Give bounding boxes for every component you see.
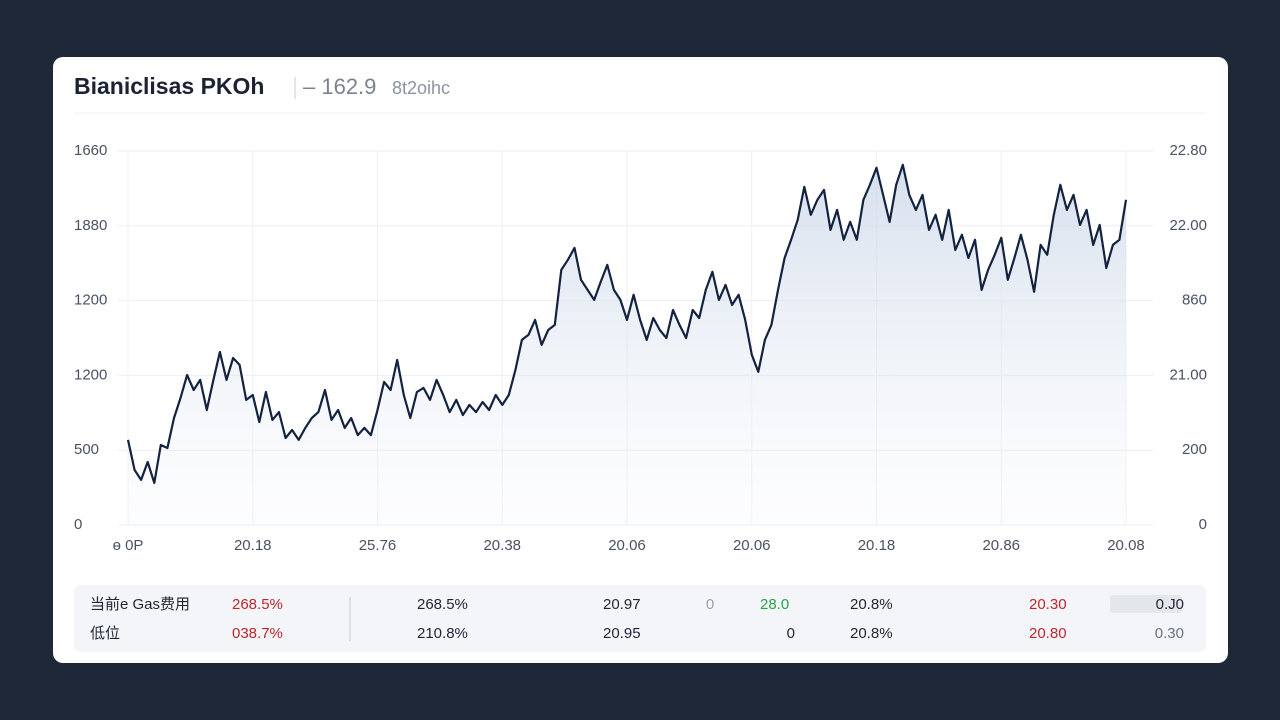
table-cell: 低位 xyxy=(90,625,120,642)
x-tick-label: 20.06 xyxy=(733,537,771,554)
x-tick-label: 20.38 xyxy=(483,537,521,554)
table-cell: 0.J0 xyxy=(1156,596,1184,613)
table-cell: 0 xyxy=(787,625,795,642)
table-cell: 20.80 xyxy=(1029,625,1067,642)
y2-tick-label: 22.80 xyxy=(1169,142,1207,159)
y-tick-label: 1660 xyxy=(74,142,107,159)
table-cell: 038.7% xyxy=(232,625,283,642)
x-tick-label: 20.06 xyxy=(608,537,646,554)
y-tick-label: 0 xyxy=(74,516,82,533)
title: Bianiclisas PKOh xyxy=(74,73,264,99)
x-tick-label: 20.86 xyxy=(982,537,1020,554)
subtitle: 8t2oihc xyxy=(392,78,450,98)
table-cell: 268.5% xyxy=(232,596,283,613)
table-cell: 0.30 xyxy=(1155,625,1184,642)
x-tick-label: 25.76 xyxy=(359,537,397,554)
table-cell: 210.8% xyxy=(417,625,468,642)
table-cell: 20.30 xyxy=(1029,596,1067,613)
y2-tick-label: 21.00 xyxy=(1169,366,1207,383)
y-tick-label: 1200 xyxy=(74,292,107,309)
card: Bianiclisas PKOh – 162.9 8t2oihc 0 500 120… xyxy=(53,57,1228,663)
y-tick-label: 1200 xyxy=(74,366,107,383)
y-tick-label: 1880 xyxy=(74,217,107,234)
table-cell: 268.5% xyxy=(417,596,468,613)
y-tick-label: 500 xyxy=(74,441,99,458)
y2-tick-label: 200 xyxy=(1182,441,1207,458)
x-tick-label: 20.18 xyxy=(234,537,272,554)
x-tick-label: ɵ 0P xyxy=(113,537,144,554)
table-cell: 20.97 xyxy=(603,596,641,613)
line xyxy=(126,163,1128,484)
y2-tick-label: 860 xyxy=(1182,292,1207,309)
table-cell: 0 xyxy=(706,596,714,613)
y2-tick-label: 0 xyxy=(1199,516,1207,533)
chart: Bianiclisas PKOh – 162.9 8t2oihc 0 500 120… xyxy=(74,73,1207,652)
x-tick-label: 20.08 xyxy=(1107,537,1145,554)
area xyxy=(128,164,1126,526)
table-cell: 20.8% xyxy=(850,596,893,613)
cell-highlight xyxy=(1110,595,1182,613)
table-cell: 20.95 xyxy=(603,625,641,642)
table-cell: 当前e Gas费用 xyxy=(90,596,190,613)
table-bg xyxy=(74,585,1206,652)
x-tick-label: 20.18 xyxy=(858,537,896,554)
header-value: – 162.9 xyxy=(303,74,376,99)
y2-tick-label: 22.00 xyxy=(1169,217,1207,234)
table-cell: 28.0 xyxy=(760,596,789,613)
table-cell: 20.8% xyxy=(850,625,893,642)
